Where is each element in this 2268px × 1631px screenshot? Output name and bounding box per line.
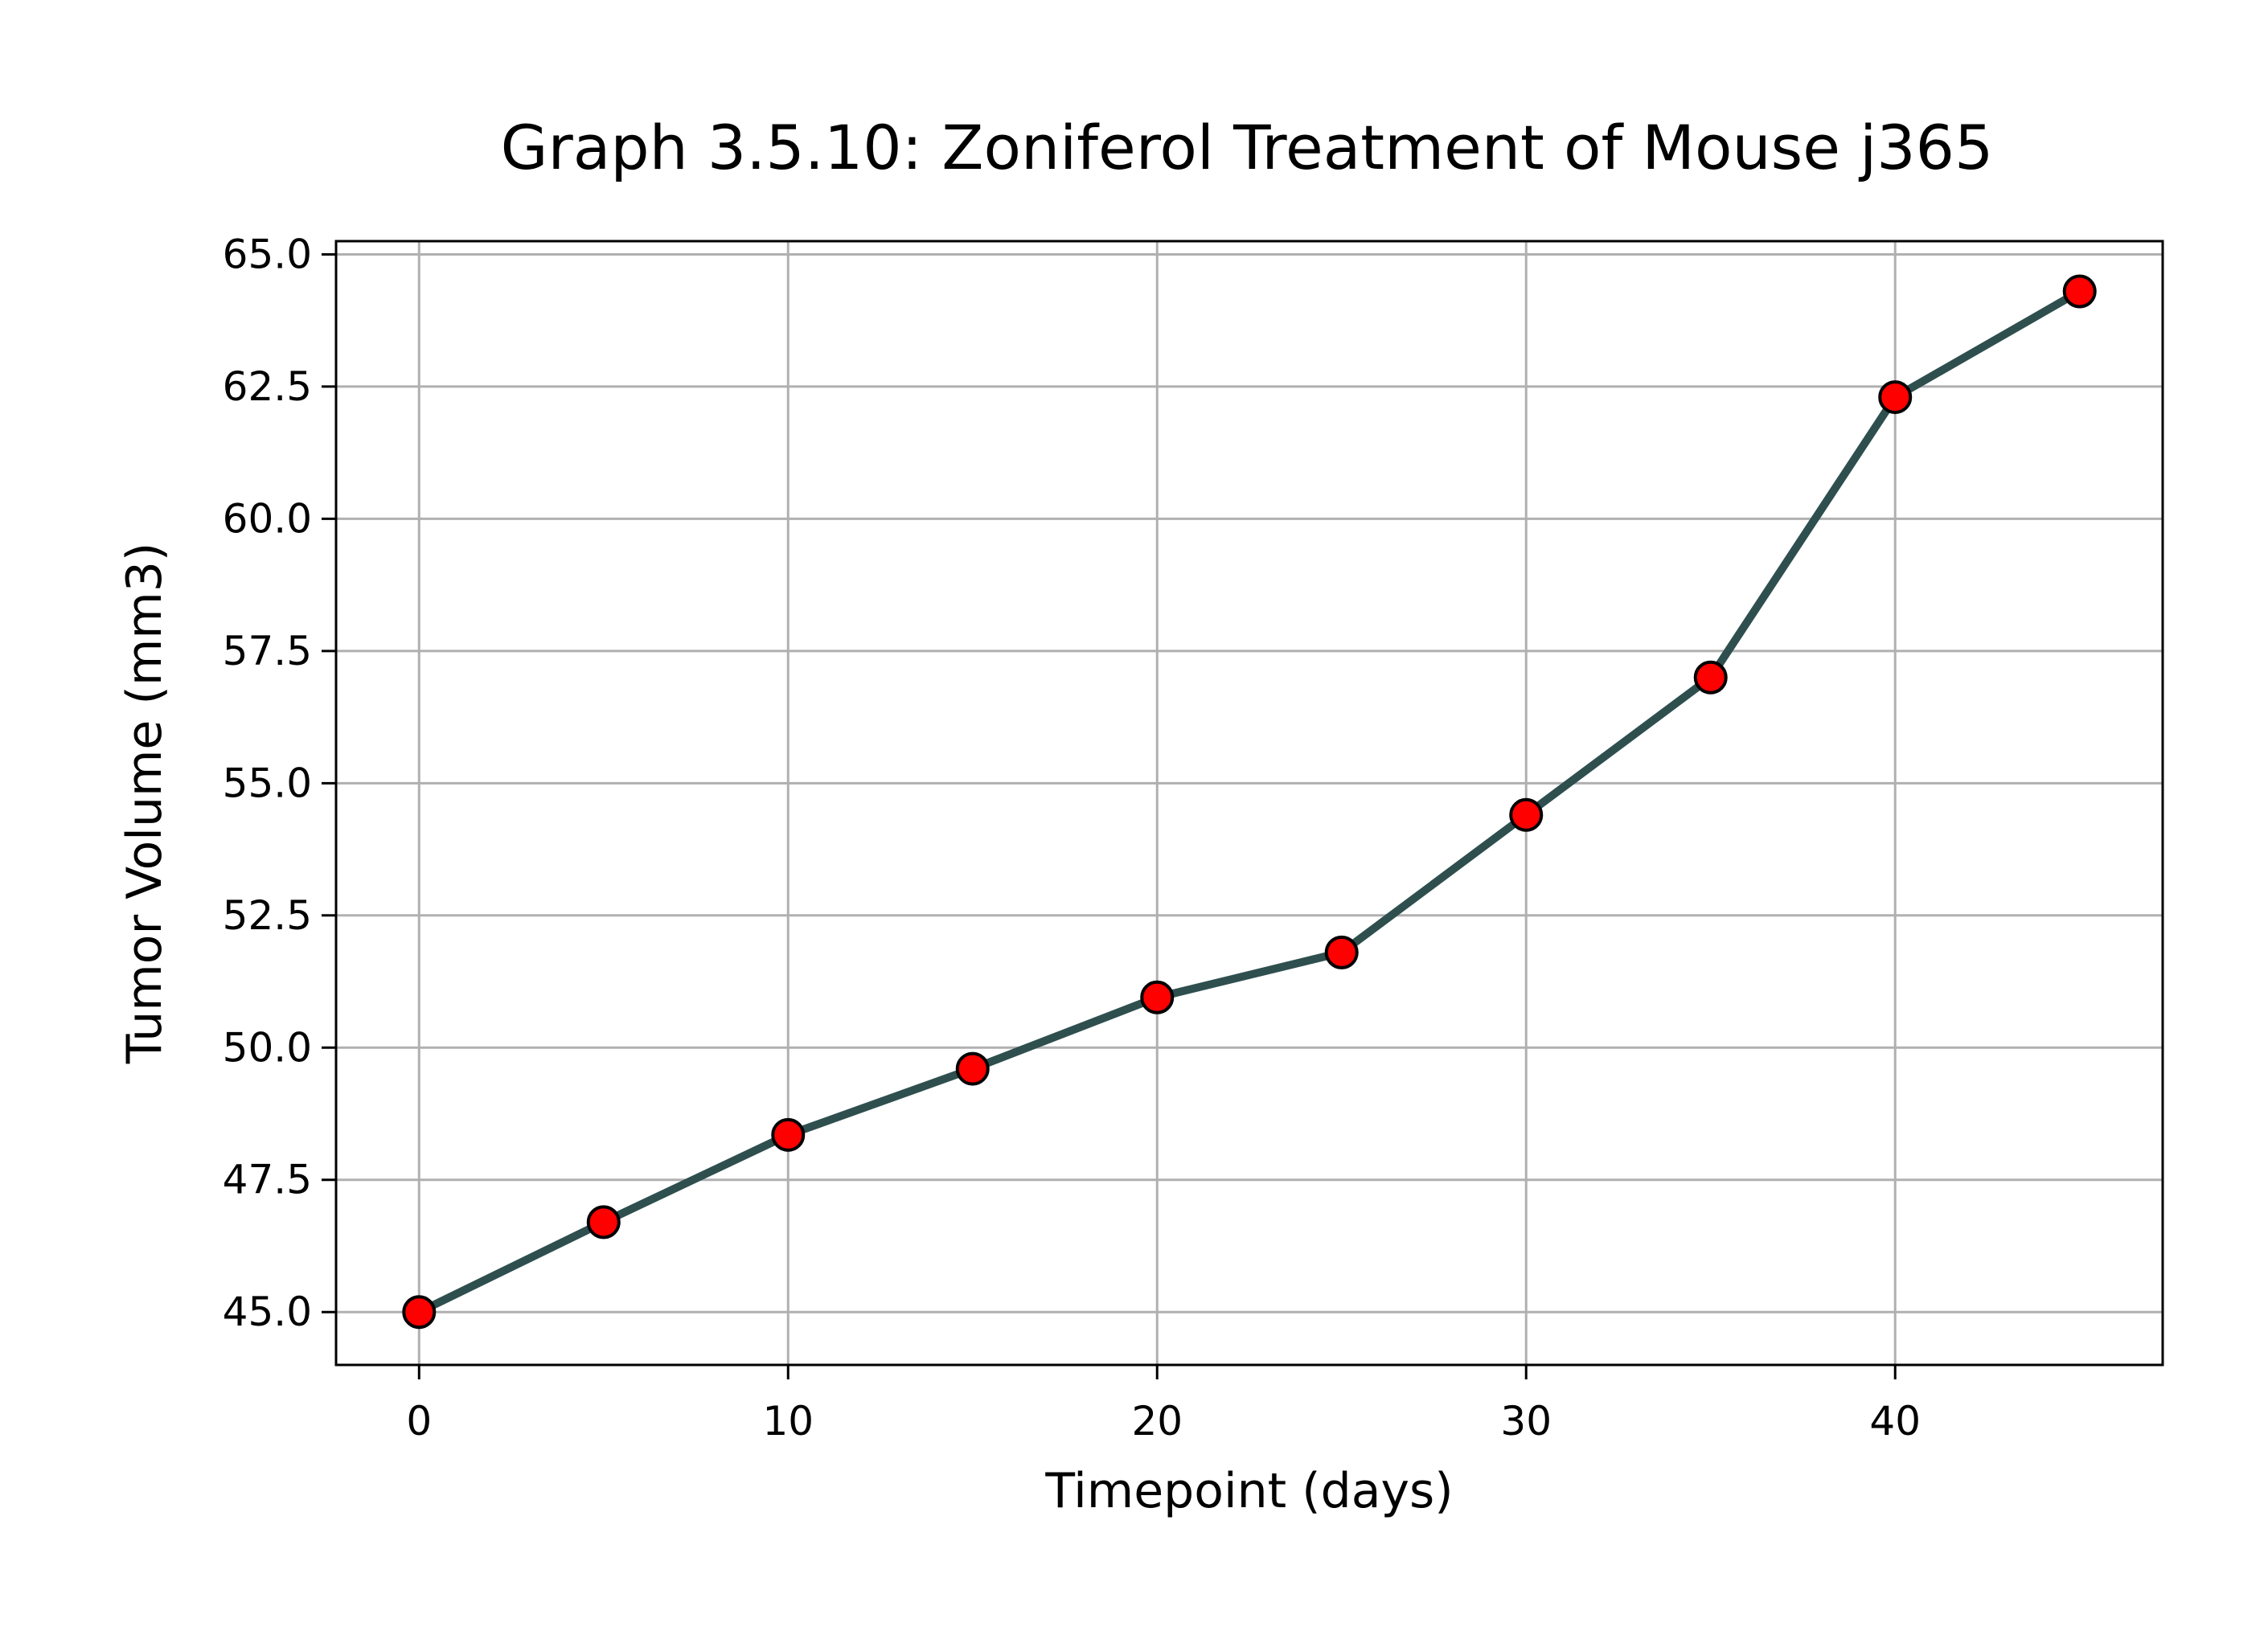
plot-area xyxy=(334,240,2164,1367)
data-point-marker xyxy=(1509,797,1544,832)
x-tick-label: 40 xyxy=(1869,1398,1921,1445)
y-tick-label: 60.0 xyxy=(223,495,312,542)
y-axis: 45.0 47.5 50.0 52.5 55.0 57.5 60.0 62.5 65.0 xyxy=(223,231,336,1335)
x-tick-label: 10 xyxy=(762,1398,814,1445)
data-point-marker xyxy=(586,1205,621,1240)
x-axis: 0 10 20 30 40 xyxy=(406,1365,1921,1445)
series-line xyxy=(415,287,2084,1317)
data-point-marker xyxy=(1324,935,1359,969)
data-point-marker xyxy=(771,1117,806,1152)
chart-title: Graph 3.5.10: Zoniferol Treatment of Mou… xyxy=(501,112,1994,183)
data-point-marker xyxy=(1693,660,1728,695)
y-axis-label: Tumor Volume (mm3) xyxy=(117,543,173,1065)
data-point-marker xyxy=(2062,274,2097,309)
marker-layer xyxy=(402,274,2097,1330)
data-point-marker xyxy=(1140,980,1175,1014)
data-point-marker xyxy=(955,1051,990,1086)
y-tick-label: 57.5 xyxy=(223,628,312,674)
y-tick-label: 62.5 xyxy=(223,363,312,410)
y-tick-label: 55.0 xyxy=(223,760,312,806)
data-point-marker xyxy=(402,1295,437,1330)
x-tick-label: 20 xyxy=(1131,1398,1183,1445)
plot-frame xyxy=(334,240,2164,1367)
y-tick-label: 47.5 xyxy=(223,1157,312,1203)
series-layer xyxy=(415,287,2084,1317)
y-tick-label: 52.5 xyxy=(223,892,312,939)
y-tick-label: 65.0 xyxy=(223,231,312,277)
data-point-marker xyxy=(1878,380,1913,415)
x-tick-label: 0 xyxy=(406,1398,432,1445)
y-tick-label: 45.0 xyxy=(223,1289,312,1335)
grid-layer xyxy=(336,241,2163,1365)
x-tick-label: 30 xyxy=(1500,1398,1552,1445)
x-axis-label: Timepoint (days) xyxy=(1044,1463,1453,1519)
y-tick-label: 50.0 xyxy=(223,1024,312,1071)
